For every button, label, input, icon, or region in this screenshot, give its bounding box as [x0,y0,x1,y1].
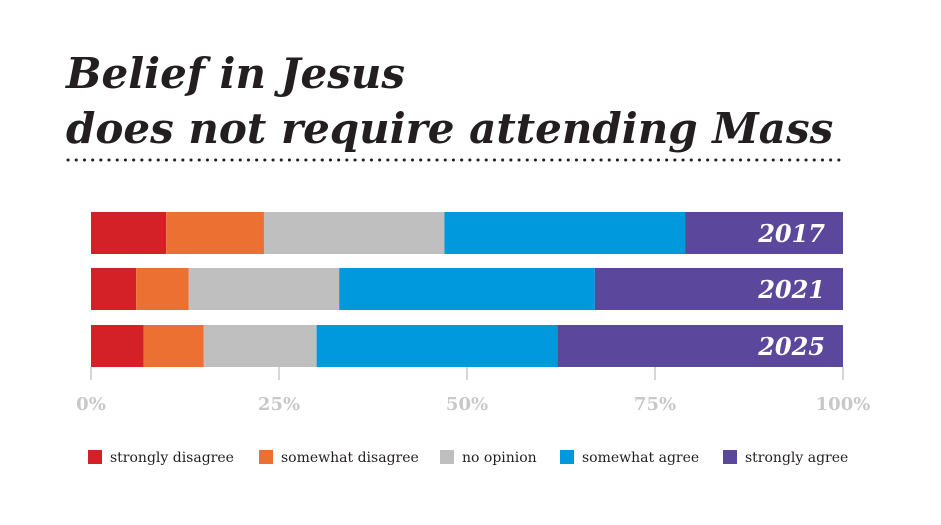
bar-segment [316,325,558,367]
x-tick-label: 0% [76,394,106,415]
legend-label: somewhat disagree [281,450,419,466]
category-label: 2021 [757,275,825,304]
bar-segment [188,268,340,310]
bar-segment [444,212,686,254]
bar-segment [136,268,189,310]
bar-segment [166,212,264,254]
category-label: 2025 [757,332,825,361]
bar-segment [91,325,144,367]
legend-label: somewhat agree [582,450,699,466]
legend-label: no opinion [462,450,537,466]
legend-swatch [88,450,102,464]
bar-segment [594,268,843,310]
x-tick-label: 75% [634,394,676,415]
bar-segment [339,268,595,310]
bar-segment [685,212,843,254]
chart-title: Belief in Jesus [65,49,405,98]
bar-segment [263,212,445,254]
x-tick-label: 50% [446,394,488,415]
legend-label: strongly agree [745,450,848,466]
bar-segment [557,325,843,367]
bar-segment [143,325,204,367]
legend-label: strongly disagree [110,450,234,466]
bar-segment [91,212,167,254]
chart-title: does not require attending Mass [66,104,833,153]
legend-swatch [723,450,737,464]
bar-segment [203,325,317,367]
category-label: 2017 [757,219,825,248]
x-tick-label: 100% [816,394,871,415]
legend-swatch [259,450,273,464]
x-tick-label: 25% [258,394,300,415]
bar-segment [91,268,137,310]
legend-swatch [440,450,454,464]
legend-swatch [560,450,574,464]
